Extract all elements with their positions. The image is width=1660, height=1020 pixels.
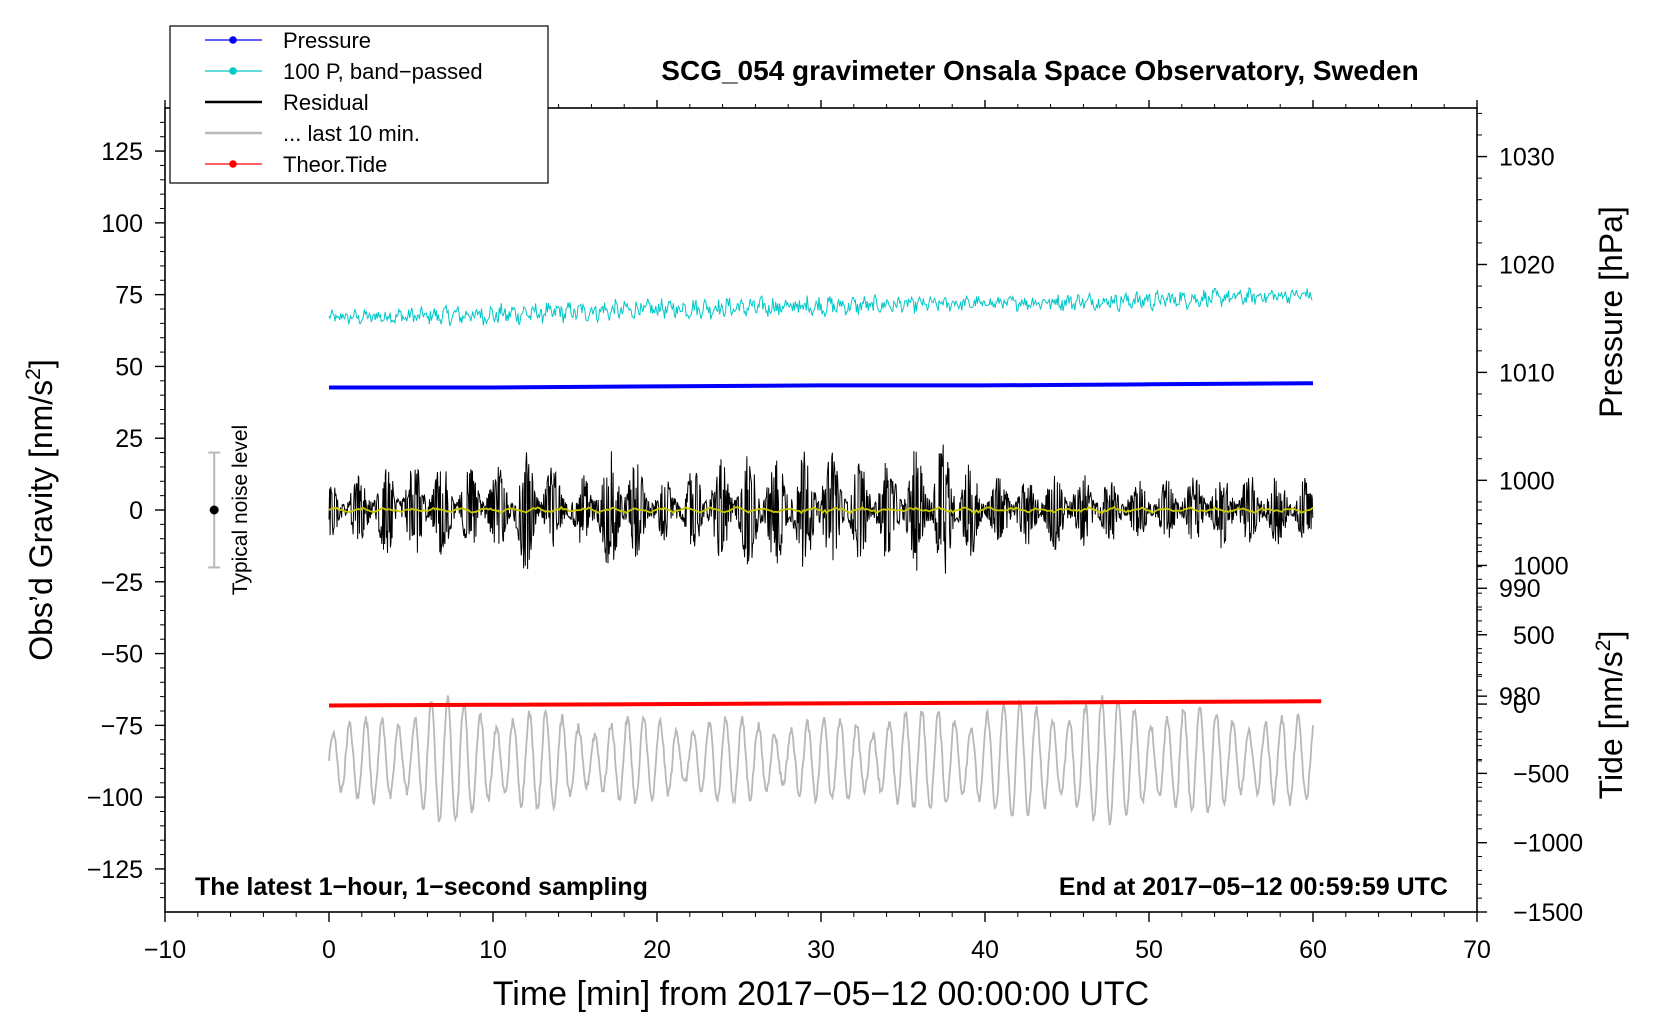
y-pressure-tick-label: 990 <box>1499 575 1541 603</box>
axis-ticks: −10 0 10 20 30 40 50 60 701251007550250−25−50−75… <box>87 100 1583 964</box>
noise-center-dot <box>209 505 219 515</box>
y-left-tick-label: 75 <box>115 282 143 310</box>
legend-label: ... last 10 min. <box>283 121 420 146</box>
y-left-label-sup: 2 <box>22 368 45 380</box>
x-tick-label: 50 <box>1135 936 1163 964</box>
y-left-tick-label: 50 <box>115 353 143 381</box>
y-left-tick-label: −100 <box>87 784 143 812</box>
x-tick-label: 20 <box>643 936 671 964</box>
y-pressure-tick-label: 1020 <box>1499 251 1555 279</box>
annotation-end-time: End at 2017−05−12 00:59:59 UTC <box>1059 873 1448 901</box>
series-residual <box>328 444 1314 574</box>
x-axis-label: Time [min] from 2017−05−12 00:00:00 UTC <box>493 975 1149 1013</box>
y-tide-tick-label: 1000 <box>1513 552 1569 580</box>
noise-level-indicator: Typical noise level <box>208 425 252 595</box>
y-tide-label-sup: 2 <box>1592 640 1615 652</box>
legend: Pressure 100 P, band−passed Residual ... la… <box>169 25 549 184</box>
y-axis-label-left: Obs’d Gravity [nm/s2] <box>22 359 59 661</box>
series-band-passed-pressure <box>328 287 1313 326</box>
series-last-10-min <box>328 695 1314 826</box>
y-pressure-tick-label: 1010 <box>1499 359 1555 387</box>
legend-marker <box>229 67 237 75</box>
x-tick-label: 10 <box>479 936 507 964</box>
y-pressure-tick-label: 1030 <box>1499 144 1555 172</box>
y-left-tick-label: −75 <box>101 712 143 740</box>
y-axis-label-tide: Tide [nm/s2] <box>1592 631 1629 800</box>
y-axis-label-pressure: Pressure [hPa] <box>1593 206 1629 418</box>
annotation-sampling: The latest 1−hour, 1−second sampling <box>195 873 648 901</box>
chart-title: SCG_054 gravimeter Onsala Space Observat… <box>661 55 1418 86</box>
noise-level-label: Typical noise level <box>229 425 252 595</box>
y-tide-tick-label: 0 <box>1513 691 1527 719</box>
y-pressure-tick-label: 1000 <box>1499 467 1555 495</box>
legend-label: Residual <box>283 90 369 115</box>
series-pressure <box>329 381 1314 390</box>
legend-items: Pressure 100 P, band−passed Residual ... la… <box>205 28 483 177</box>
y-left-tick-label: 100 <box>101 210 143 238</box>
x-tick-label: −10 <box>144 936 186 964</box>
y-tide-tick-label: 500 <box>1513 622 1555 650</box>
x-tick-label: 70 <box>1463 936 1491 964</box>
y-tide-label-main: Tide [nm/s <box>1593 651 1629 799</box>
y-left-label-main: Obs’d Gravity [nm/s <box>23 380 59 661</box>
x-tick-label: 0 <box>322 936 336 964</box>
legend-box <box>169 25 549 184</box>
x-tick-label: 30 <box>807 936 835 964</box>
series-residual-smoothed <box>328 505 1314 515</box>
y-left-tick-label: 25 <box>115 425 143 453</box>
y-tide-tick-label: −1500 <box>1513 899 1583 927</box>
y-left-label-end: ] <box>23 359 59 368</box>
y-pressure-tick-label: 980 <box>1499 683 1541 711</box>
x-tick-label: 40 <box>971 936 999 964</box>
legend-marker <box>229 36 237 44</box>
series-layer <box>328 287 1322 826</box>
legend-label: Theor.Tide <box>283 152 387 177</box>
y-left-tick-label: −25 <box>101 569 143 597</box>
legend-marker <box>229 160 237 168</box>
y-tide-tick-label: −500 <box>1513 760 1569 788</box>
legend-label: Pressure <box>283 28 371 53</box>
series-theor-tide <box>328 699 1322 708</box>
y-left-tick-label: 125 <box>101 138 143 166</box>
y-left-tick-label: 0 <box>129 497 143 525</box>
legend-label: 100 P, band−passed <box>283 59 483 84</box>
y-left-tick-label: −50 <box>101 641 143 669</box>
y-left-tick-label: −125 <box>87 856 143 884</box>
y-tide-label-end: ] <box>1593 631 1629 640</box>
y-tide-tick-label: −1000 <box>1513 830 1583 858</box>
x-tick-label: 60 <box>1299 936 1327 964</box>
